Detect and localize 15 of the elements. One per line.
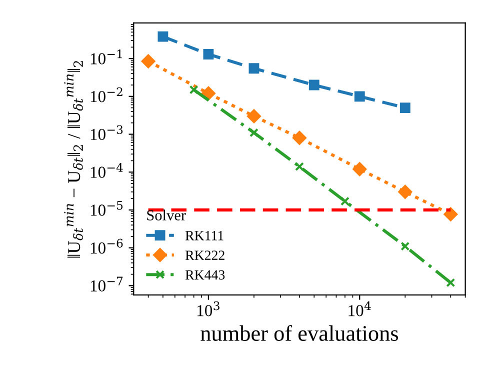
x-tick-label: 10$^{4}$: [348, 301, 371, 316]
y-tick-label: 10$^{−1}$: [90, 49, 122, 64]
legend-label: RK443: [185, 270, 225, 280]
legend-label: RK111: [185, 231, 224, 240]
y-tick-label: 10$^{−3}$: [90, 125, 123, 140]
x-tick-label: 10$^{3}$: [198, 301, 220, 316]
text: ‖U$_{δt}$$^{min}$ − U$_{δt}$‖$_{2}$ / ‖U$_{δt}$$^{min}$‖$_{2}$: [64, 60, 83, 258]
y-tick-label: 10$^{−6}$: [90, 238, 123, 254]
y-tick-label: 10$^{−5}$: [90, 201, 123, 216]
y-tick-label: 10$^{−2}$: [90, 87, 122, 102]
y-tick-label: 10$^{−4}$: [90, 163, 123, 178]
y-tick-label: 10$^{−7}$: [90, 276, 123, 292]
legend-title: Solver: [147, 210, 186, 220]
legend-label: RK222: [185, 250, 224, 260]
x-axis-title: number of evaluations: [200, 325, 398, 341]
